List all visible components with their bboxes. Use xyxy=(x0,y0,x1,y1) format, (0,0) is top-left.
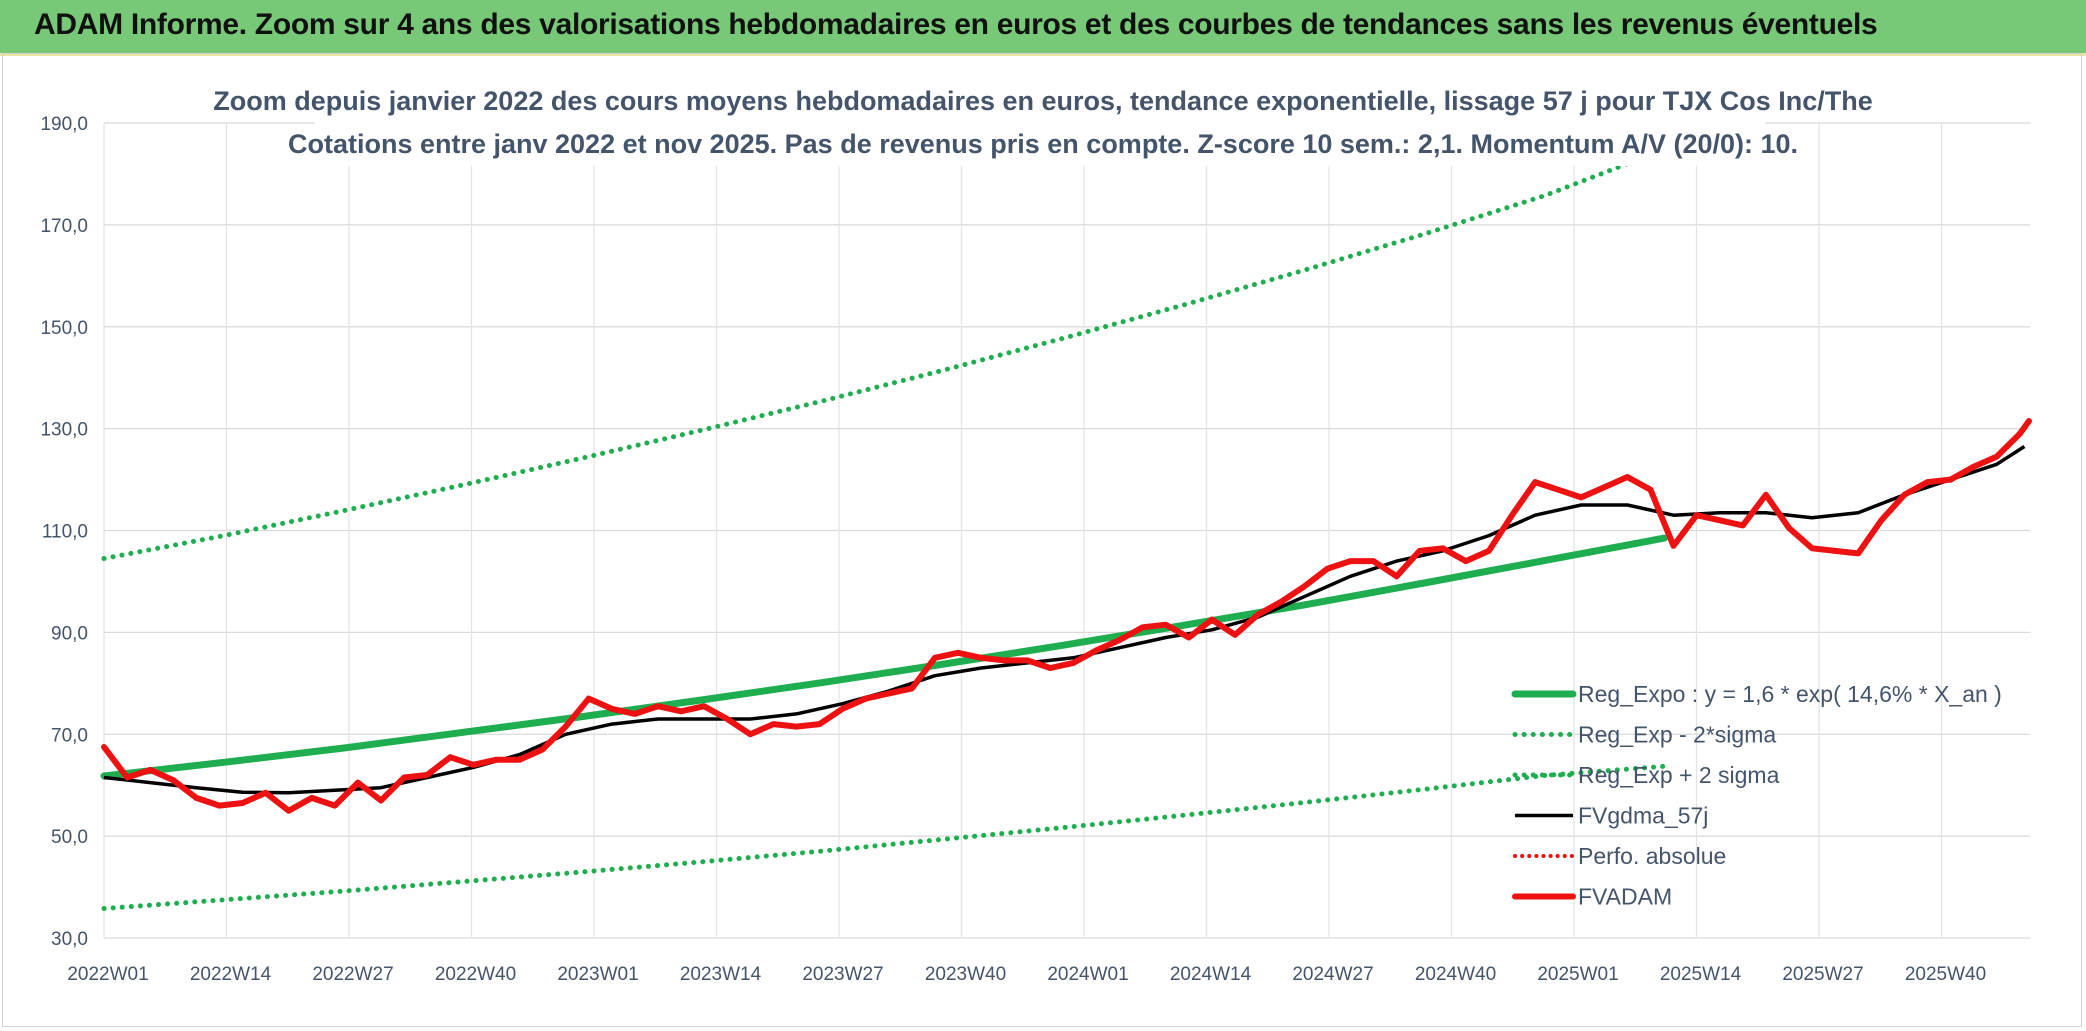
report-title: ADAM Informe. Zoom sur 4 ans des valoris… xyxy=(34,8,1878,41)
title-background xyxy=(315,76,1765,166)
x-tick-label: 2022W14 xyxy=(190,964,272,985)
legend-label: Reg_Exp + 2 sigma xyxy=(1578,762,1780,788)
x-tick-label: 2024W27 xyxy=(1292,964,1373,985)
legend-label: Perfo. absolue xyxy=(1578,843,1726,869)
legend-label: FVADAM xyxy=(1578,884,1672,910)
chart-subtitle: Cotations entre janv 2022 et nov 2025. P… xyxy=(288,129,1798,159)
y-tick-label: 170,0 xyxy=(40,216,88,237)
x-axis-ticks: 2022W01 2022W14 2022W27 2022W40 2023W01 2023W… xyxy=(67,964,1986,985)
x-tick-label: 2023W40 xyxy=(925,964,1006,985)
y-tick-label: 150,0 xyxy=(40,318,88,339)
x-tick-label: 2023W01 xyxy=(557,964,638,985)
x-tick-label: 2025W40 xyxy=(1905,964,1986,985)
x-tick-label: 2022W01 xyxy=(67,964,148,985)
x-tick-label: 2022W40 xyxy=(435,964,516,985)
series-line-solid-red-thick xyxy=(101,418,2032,814)
x-tick-label: 2023W27 xyxy=(802,964,883,985)
legend-label: FVgdma_57j xyxy=(1578,803,1708,829)
y-tick-label: 130,0 xyxy=(40,420,88,441)
x-tick-label: 2023W14 xyxy=(680,964,762,985)
series-layer xyxy=(100,147,2032,911)
chart-frame xyxy=(2,53,2082,1027)
x-tick-label: 2025W01 xyxy=(1537,964,1618,985)
legend: Reg_Expo : y = 1,6 * exp( 14,6% * X_an )… xyxy=(1511,681,2002,910)
x-tick-label: 2024W40 xyxy=(1415,964,1496,985)
series-line-solid-green-thick xyxy=(100,534,1668,780)
y-tick-label: 30,0 xyxy=(51,929,88,950)
grid-lines xyxy=(103,122,2030,939)
report-header: ADAM Informe. Zoom sur 4 ans des valoris… xyxy=(0,0,2086,56)
y-tick-label: 90,0 xyxy=(51,623,88,644)
legend-label: Reg_Exp - 2*sigma xyxy=(1578,722,1776,748)
x-tick-label: 2022W27 xyxy=(312,964,393,985)
legend-label: Reg_Expo : y = 1,6 * exp( 14,6% * X_an ) xyxy=(1578,681,2002,707)
series-line-dotted-green xyxy=(101,147,1667,561)
y-tick-label: 50,0 xyxy=(51,827,88,848)
x-tick-label: 2024W01 xyxy=(1047,964,1128,985)
x-tick-label: 2025W27 xyxy=(1782,964,1863,985)
y-tick-label: 70,0 xyxy=(51,725,88,746)
series-line-dotted-green xyxy=(101,763,1667,911)
chart-title: Zoom depuis janvier 2022 des cours moyen… xyxy=(213,86,1873,116)
y-axis-ticks: 30,0 50,0 70,0 90,0 110,0 130,0 150,0 170,0 190,… xyxy=(40,114,88,950)
x-tick-label: 2024W14 xyxy=(1170,964,1252,985)
y-tick-label: 190,0 xyxy=(40,114,88,135)
y-tick-label: 110,0 xyxy=(42,522,88,543)
x-tick-label: 2025W14 xyxy=(1660,964,1742,985)
